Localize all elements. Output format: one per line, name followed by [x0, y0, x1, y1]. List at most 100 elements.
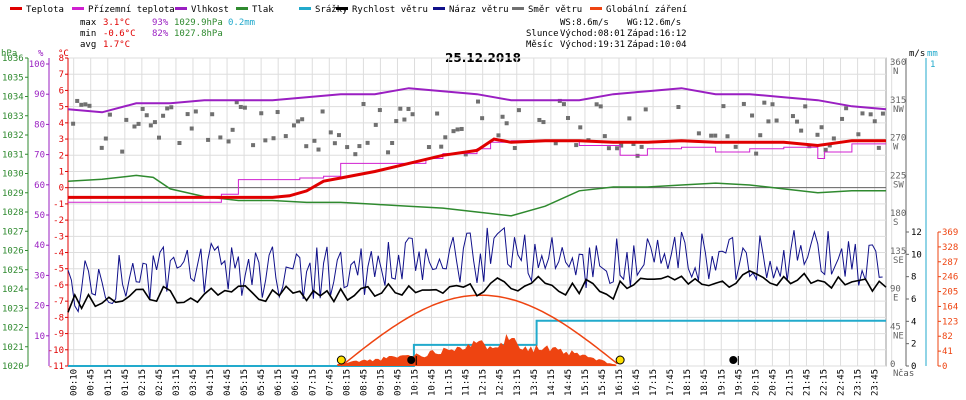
stats-min-temp: -0.6°C: [103, 29, 136, 39]
axis-dir-compass: SW: [893, 180, 904, 190]
moonset-icon: [407, 356, 416, 364]
axis-hpa-label: 1029: [2, 189, 24, 199]
sun-set: Západ:16:12: [627, 29, 687, 39]
axis-x-label: 23:45: [871, 369, 881, 396]
wind-dir-point: [721, 104, 726, 109]
series-solar-measured: [337, 334, 617, 366]
axis-pct-label: 50: [34, 211, 45, 221]
wind-dir-point: [357, 144, 362, 149]
legend: Teplota Přízemní teplota Vlhkost Tlak Srážky…: [10, 5, 687, 15]
legend-label: Směr větru: [528, 5, 582, 15]
axis-ms-label: 6: [911, 295, 916, 305]
axis-wm2-label: 82: [942, 332, 953, 342]
axis-dir-label: 180: [890, 209, 906, 219]
legend-swatch: [72, 7, 84, 10]
axis-temp-label: -1: [53, 200, 64, 210]
axis-pct-label: 10: [34, 332, 45, 342]
legend-swatch: [10, 7, 22, 10]
wind-dir-point: [144, 113, 149, 118]
wind-dir-point: [635, 153, 640, 158]
axis-pct-label: 100: [29, 60, 45, 70]
axis-x-label: 15:15: [581, 369, 591, 396]
wind-dir-point: [872, 119, 877, 124]
wind-dir-point: [410, 112, 415, 117]
axis-x-label: 12:45: [496, 369, 506, 396]
wind-dir-point: [120, 149, 125, 154]
wind-dir-point: [193, 109, 198, 114]
axis-x-label: 21:15: [785, 369, 795, 396]
series-pressure: [67, 174, 886, 217]
wind-dir-point: [803, 104, 808, 109]
stats-min-label: min: [80, 29, 96, 39]
wind-dir-point: [271, 136, 276, 141]
wind-dir-point: [283, 134, 288, 139]
wind-dir-point: [807, 144, 812, 149]
wind-dir-point: [242, 105, 247, 110]
axis-dir-compass: W: [893, 143, 899, 153]
wind-dir-point: [762, 100, 767, 105]
wind-dir-point: [451, 129, 456, 134]
axis-x-label: 13:15: [513, 369, 523, 396]
axis-hpa-label: 1027: [2, 227, 24, 237]
axis-x-label: 20:15: [751, 369, 761, 396]
axis-hpa-label: 1023: [2, 304, 24, 314]
wind-dir-point: [615, 146, 620, 151]
axis-temp-label: 5: [59, 103, 64, 113]
wind-dir-point: [300, 117, 305, 122]
wind-dir-point: [275, 110, 280, 115]
wind-dir-point: [856, 132, 861, 137]
axis-wm2-label: 123: [942, 317, 958, 327]
axis-x-label: 14:45: [564, 369, 574, 396]
axis-x-label: 10:45: [428, 369, 438, 396]
axis-x-label: 19:45: [734, 369, 744, 396]
axis-x-label: 05:45: [257, 369, 267, 396]
axis-x-label: 08:15: [342, 369, 352, 396]
wind-dir-point: [696, 131, 701, 136]
legend-label: Rychlost větru: [352, 5, 428, 15]
wind-dir-point: [177, 141, 182, 146]
axis-mm-max: 1: [930, 60, 935, 70]
wind-dir-point: [500, 114, 505, 119]
wind-dir-point: [713, 133, 718, 138]
wind-dir-point: [426, 145, 431, 150]
axis-x-unit: čas: [898, 368, 914, 379]
wind-dir-point: [332, 141, 337, 146]
wind-dir-point: [365, 140, 370, 145]
wind-dir-point: [860, 111, 865, 116]
axis-x-label: 11:15: [445, 369, 455, 396]
stats-avg-label: avg: [80, 40, 96, 50]
stats-min-press: 1027.8hPa: [174, 29, 223, 39]
axis-pct-unit: %: [38, 49, 44, 59]
wind-dir-point: [161, 113, 166, 118]
wind-dir-point: [386, 150, 391, 155]
wind-dir-point: [435, 111, 440, 116]
axis-dir-compass: NE: [893, 331, 904, 341]
axis-temp-label: 7: [59, 70, 64, 80]
axis-pct-label: 30: [34, 271, 45, 281]
wind-dir-point: [443, 135, 448, 140]
axis-dir-label: 90: [890, 285, 901, 295]
axis-x-label: 10:15: [411, 369, 421, 396]
wind-dir-point: [790, 114, 795, 119]
wind-dir-point: [733, 144, 738, 149]
wind-dir-point: [328, 130, 333, 135]
axis-hpa-label: 1026: [2, 247, 24, 257]
axis-wm2-label: 287: [942, 258, 958, 268]
wind-dir-point: [107, 112, 112, 117]
legend-swatch: [236, 7, 248, 10]
legend-label: Náraz větru: [449, 5, 509, 15]
stats-max-temp: 3.1°C: [103, 18, 130, 28]
series-humidity: [67, 87, 887, 114]
axes: 1020102110221023102410251026102710281029…: [2, 54, 958, 396]
wind-dir-point: [725, 134, 730, 139]
axis-x-label: 04:45: [223, 369, 233, 396]
axis-pct-label: 60: [34, 181, 45, 191]
wind-dir-point: [709, 133, 714, 138]
wind-dir-point: [594, 102, 599, 107]
wind-dir-point: [402, 117, 407, 122]
wind-dir-point: [512, 146, 517, 151]
wind-dir-point: [496, 133, 501, 138]
axis-wm2-label: 246: [942, 273, 958, 283]
wind-dir-point: [312, 138, 317, 143]
wind-dir-point: [169, 105, 174, 110]
